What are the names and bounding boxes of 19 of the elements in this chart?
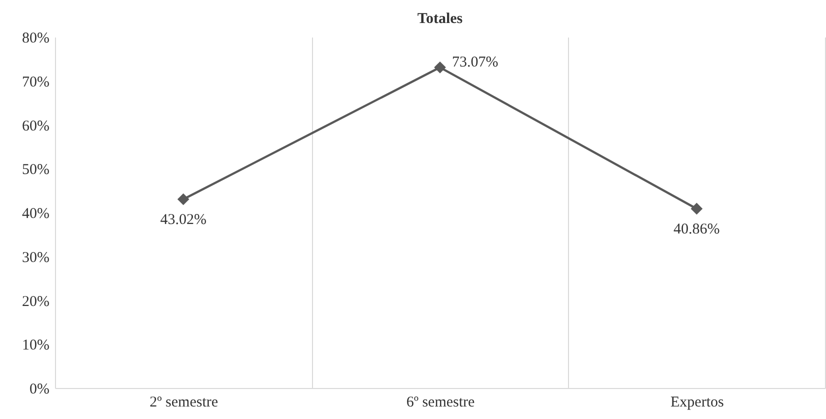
- data-label: 73.07%: [452, 54, 498, 70]
- y-tick-label: 0%: [30, 382, 50, 398]
- chart-title: Totales: [417, 11, 463, 27]
- point: [690, 202, 703, 215]
- y-tick-label: 30%: [22, 250, 50, 266]
- y-tick-label: 10%: [22, 338, 50, 354]
- data-label: 43.02%: [160, 212, 206, 228]
- y-tick-label: 20%: [22, 294, 50, 310]
- y-tick-label: 80%: [22, 30, 50, 46]
- x-tick-label: 6º semestre: [406, 394, 476, 410]
- x-tick-label: Expertos: [670, 394, 724, 410]
- y-tick-label: 60%: [22, 118, 50, 134]
- y-tick-label: 70%: [22, 74, 50, 90]
- y-tick-label: 50%: [22, 162, 50, 178]
- x-tick-label: 2º semestre: [150, 394, 218, 410]
- point: [177, 193, 190, 206]
- data-label: 40.86%: [674, 222, 720, 238]
- point: [434, 61, 446, 74]
- y-tick-label: 40%: [22, 206, 50, 222]
